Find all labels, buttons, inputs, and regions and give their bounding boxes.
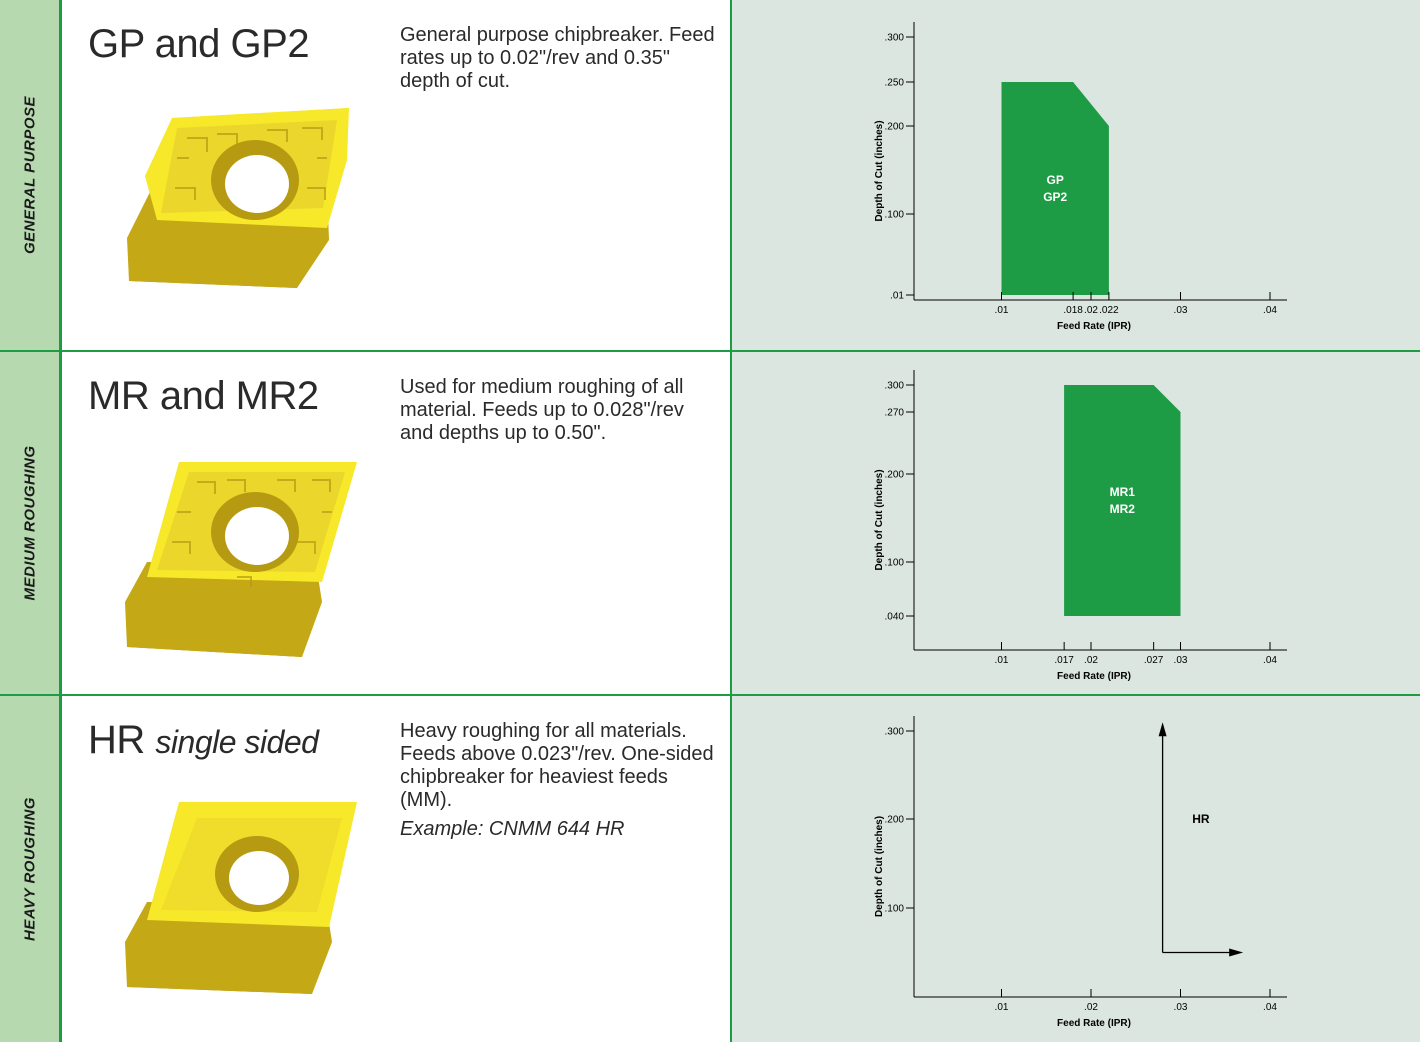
x-tick-label: .03	[1174, 1002, 1188, 1013]
chart-panel: GP GP2 .01 .100 .200 .250 .300 .01 .018.02.022 .0…	[730, 0, 1420, 350]
y-tick-label: .100	[885, 210, 905, 221]
insert-mr-image	[125, 462, 357, 657]
row-heavy-roughing: HEAVY ROUGHING HR single sided Heavy rou…	[0, 696, 1420, 1042]
chart-region	[1064, 385, 1181, 616]
y-tick-label: .250	[885, 78, 905, 89]
region-label: MR2	[1110, 502, 1136, 516]
product-panel: MR and MR2 Used for medium roughing of a…	[62, 352, 730, 694]
category-label: GENERAL PURPOSE	[21, 95, 38, 255]
row-general-purpose: GENERAL PURPOSE GP and GP2 General purpo…	[0, 0, 1420, 350]
row-medium-roughing: MEDIUM ROUGHING MR and MR2 Used for medi…	[0, 352, 1420, 694]
y-tick-label: .200	[885, 815, 905, 826]
x-tick-label: .04	[1263, 1002, 1277, 1013]
y-tick-label: .300	[885, 727, 905, 738]
x-tick-label: .04	[1263, 655, 1277, 666]
region-label: GP	[1047, 173, 1064, 187]
y-tick-label: .100	[885, 904, 905, 915]
product-description: Used for medium roughing of all material…	[400, 376, 684, 444]
x-tick-label: .022	[1099, 305, 1119, 316]
y-tick-label: .040	[885, 612, 905, 623]
x-axis-label: Feed Rate (IPR)	[1057, 1018, 1131, 1029]
insert-hr-image	[125, 802, 357, 994]
y-axis-label: Depth of Cut (inches)	[874, 816, 885, 917]
product-title: GP and GP2	[88, 22, 310, 66]
y-axis-label: Depth of Cut (inches)	[874, 469, 885, 570]
x-tick-label: .02	[1084, 655, 1098, 666]
product-panel: GP and GP2 General purpose chipbreaker. …	[62, 0, 730, 350]
category-sidebar: GENERAL PURPOSE	[0, 0, 62, 350]
category-sidebar: MEDIUM ROUGHING	[0, 352, 62, 694]
region-label: MR1	[1110, 485, 1136, 499]
x-tick-label: .02	[1084, 1002, 1098, 1013]
category-label: MEDIUM ROUGHING	[21, 445, 38, 601]
y-tick-label: .300	[885, 381, 905, 392]
x-tick-label: .01	[995, 655, 1009, 666]
x-tick-label: .02	[1084, 305, 1098, 316]
chart-panel: MR1 MR2 .040 .100 .200 .270 .300 .01 .017 .02 .027…	[730, 352, 1420, 694]
gp-feed-depth-chart: GP GP2 .01 .100 .200 .250 .300 .01 .018.02.022 .0…	[874, 22, 1287, 332]
y-tick-label: .01	[890, 291, 904, 302]
region-label: GP2	[1043, 190, 1067, 204]
product-description: Heavy roughing for all materials. Feeds …	[400, 720, 720, 841]
x-tick-label: .018	[1063, 305, 1083, 316]
insert-gp-image	[127, 108, 349, 288]
chart-panel: HR .100 .200 .300 .01 .02 .03 .04 Feed Rate (IPR…	[730, 696, 1420, 1042]
product-description: General purpose chipbreaker. Feed rates …	[400, 24, 715, 92]
y-tick-label: .200	[885, 470, 905, 481]
x-axis-label: Feed Rate (IPR)	[1057, 321, 1131, 332]
category-sidebar: HEAVY ROUGHING	[0, 696, 62, 1042]
category-label: HEAVY ROUGHING	[21, 797, 38, 941]
mr-feed-depth-chart: MR1 MR2 .040 .100 .200 .270 .300 .01 .017 .02 .027…	[874, 370, 1287, 682]
row-divider	[0, 694, 1420, 696]
product-title: HR single sided	[88, 718, 319, 762]
product-title: MR and MR2	[88, 374, 319, 418]
x-tick-label: .027	[1144, 655, 1164, 666]
x-tick-label: .01	[995, 305, 1009, 316]
region-label: HR	[1192, 812, 1210, 826]
x-tick-label: .04	[1263, 305, 1277, 316]
hr-feed-depth-chart: HR .100 .200 .300 .01 .02 .03 .04 Feed Rate (IPR…	[874, 716, 1287, 1029]
y-tick-label: .200	[885, 122, 905, 133]
x-tick-label: .03	[1174, 305, 1188, 316]
x-tick-label: .017	[1054, 655, 1074, 666]
chart-region	[1001, 82, 1109, 295]
y-tick-label: .100	[885, 558, 905, 569]
x-tick-label: .01	[995, 1002, 1009, 1013]
hr-x-arrowhead	[1229, 948, 1244, 957]
y-axis-label: Depth of Cut (inches)	[874, 120, 885, 221]
row-divider	[0, 350, 1420, 352]
x-axis-label: Feed Rate (IPR)	[1057, 671, 1131, 682]
hr-y-arrowhead	[1158, 722, 1167, 737]
x-tick-label: .03	[1174, 655, 1188, 666]
product-panel: HR single sided Heavy roughing for all m…	[62, 696, 730, 1042]
product-example: Example: CNMM 644 HR	[400, 818, 625, 840]
y-tick-label: .300	[885, 33, 905, 44]
y-tick-label: .270	[885, 408, 905, 419]
